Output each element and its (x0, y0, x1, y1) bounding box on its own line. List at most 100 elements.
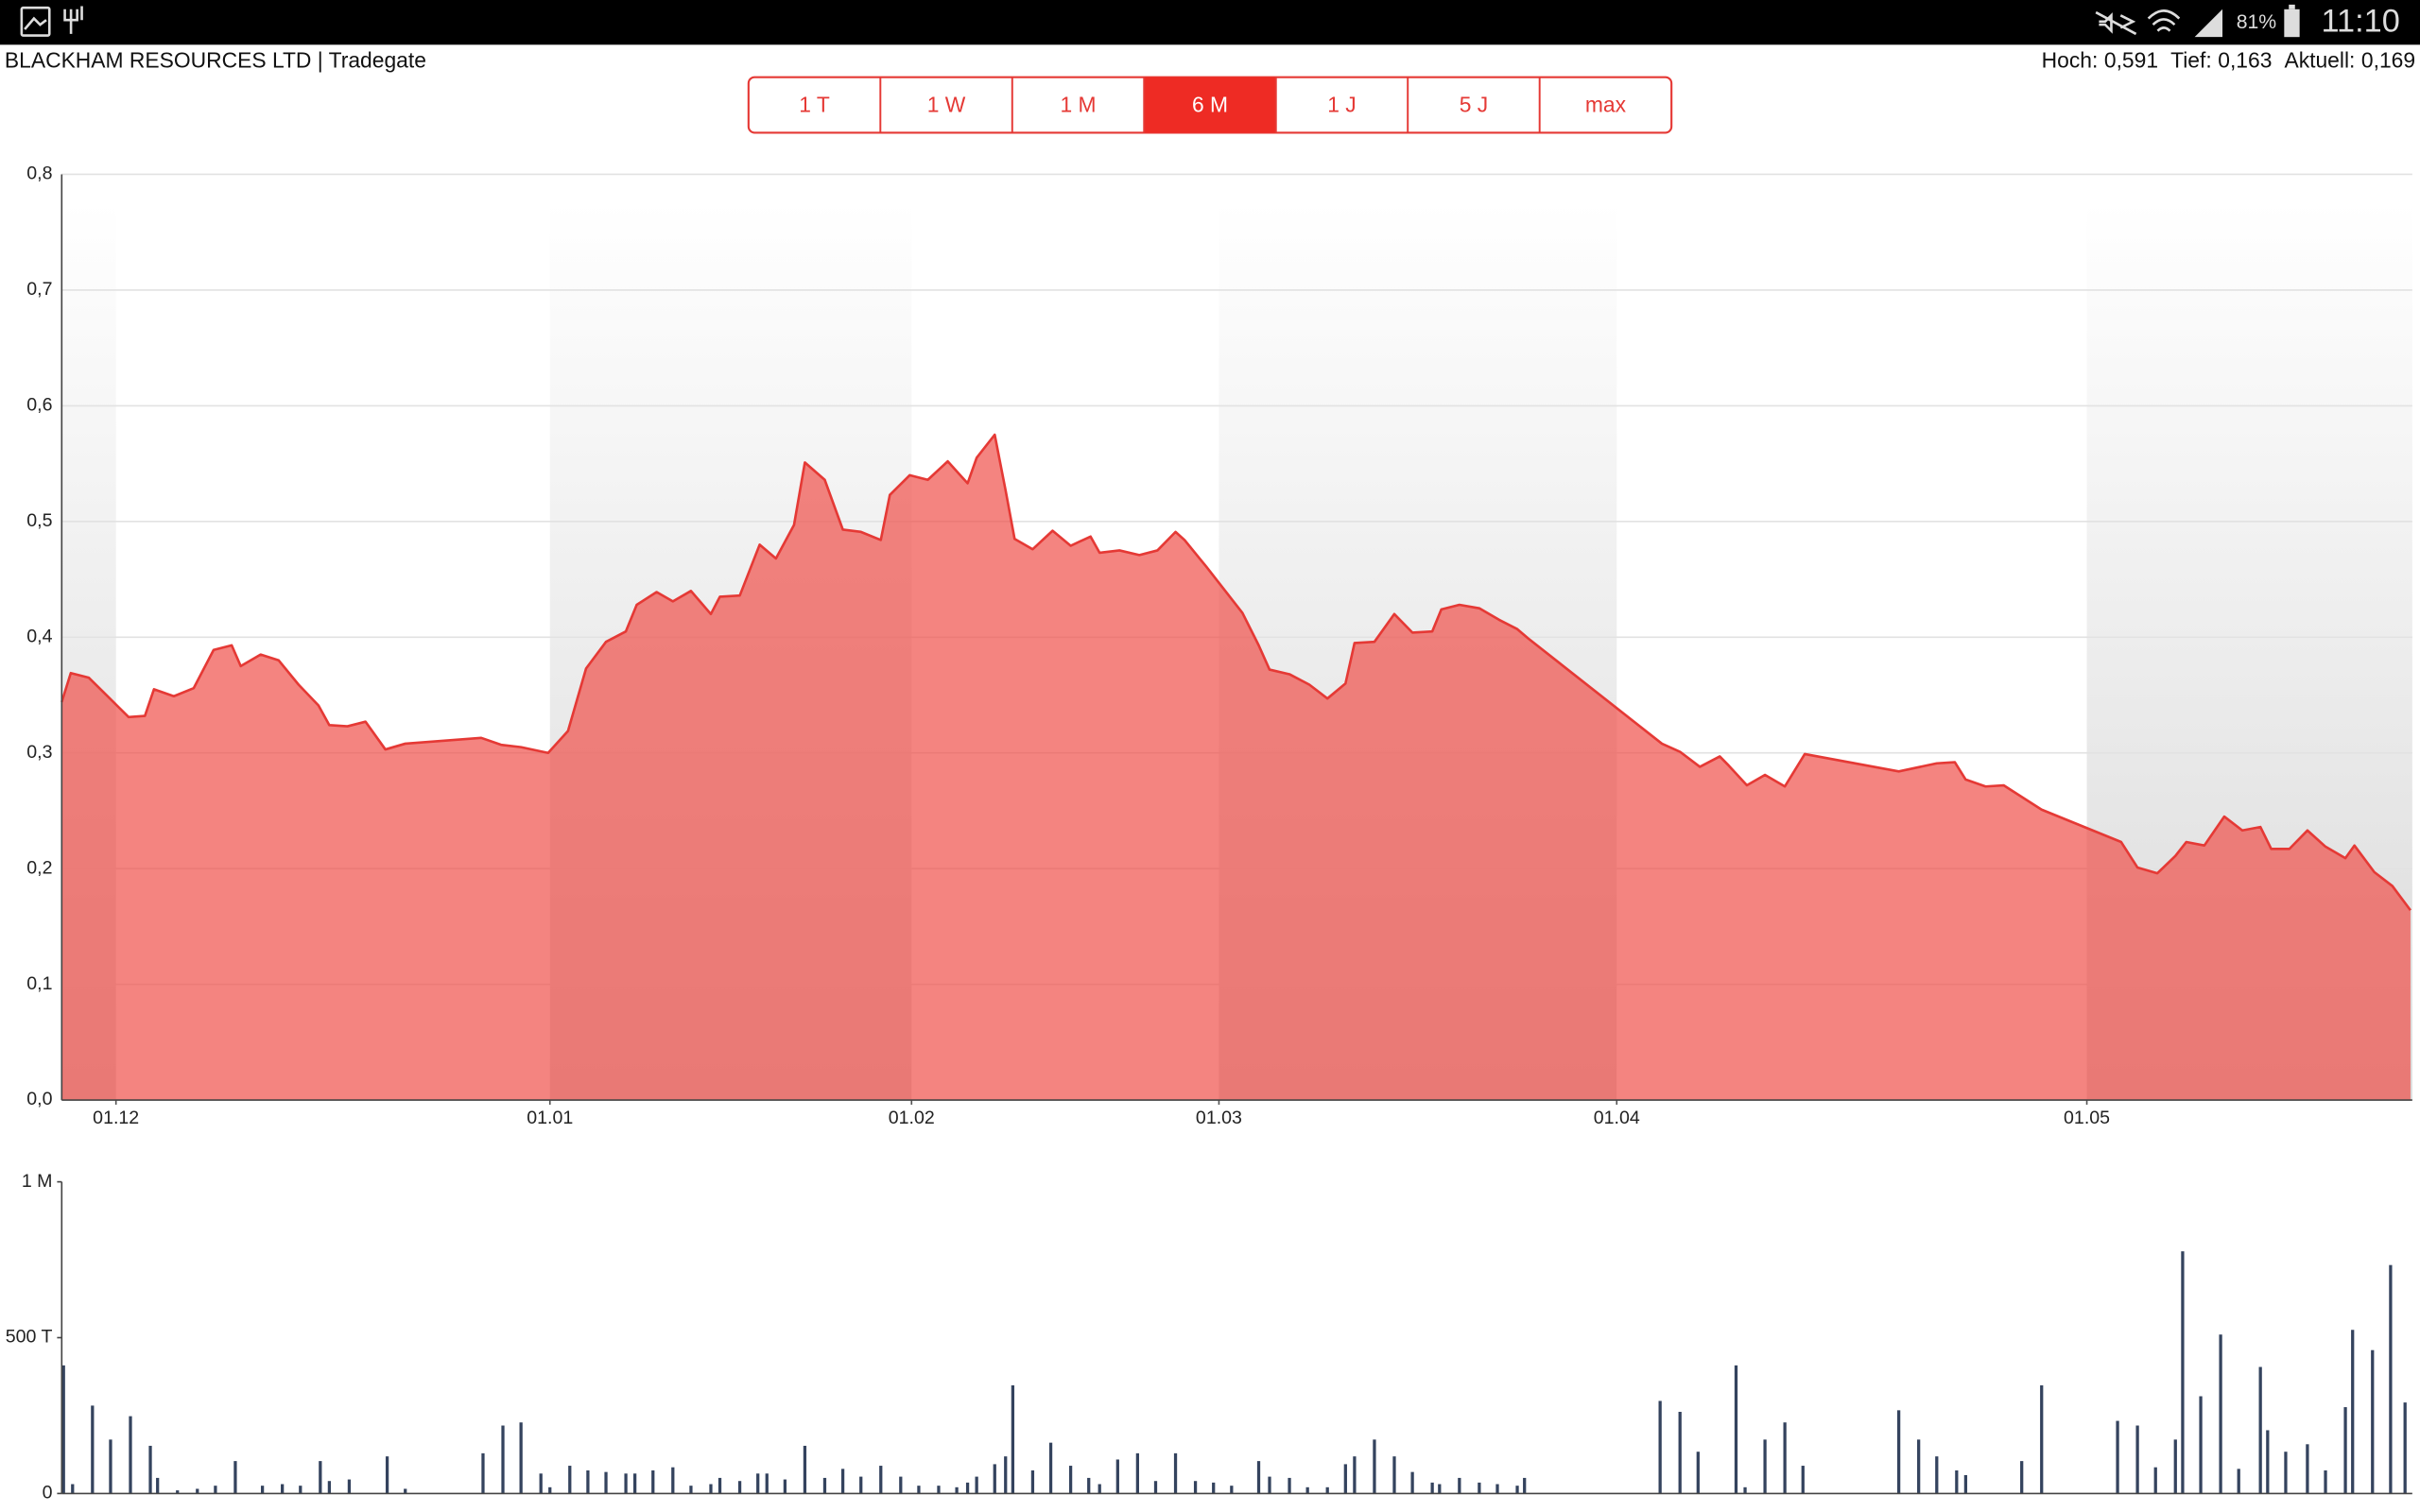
volume-bar (2135, 1425, 2139, 1494)
volume-bar (1343, 1464, 1347, 1494)
volume-bar (1305, 1486, 1309, 1494)
volume-bar (2306, 1444, 2309, 1494)
volume-bar (1955, 1470, 1959, 1494)
volume-bar (756, 1473, 760, 1494)
volume-bar (1173, 1452, 1178, 1494)
volume-bar (1917, 1439, 1921, 1494)
volume-bar (233, 1461, 237, 1494)
volume-bar (859, 1476, 863, 1494)
tab[interactable]: 1 T (799, 93, 830, 117)
volume-bar (1658, 1400, 1662, 1494)
volume-bar (1523, 1477, 1527, 1494)
stat-value: 0,591 (2104, 47, 2158, 72)
volume-bar (1325, 1486, 1329, 1494)
volume-bar (651, 1470, 655, 1494)
volume-bar (1495, 1484, 1499, 1494)
volume-bar (1230, 1486, 1234, 1494)
volume-bar (1963, 1474, 1968, 1494)
price-stats: Hoch: 0,591 Tief: 0,163 Aktuell: 0,169 (2042, 47, 2415, 72)
volume-bar (689, 1486, 693, 1494)
x-tick-label: 01.02 (889, 1108, 935, 1128)
volume-bar (955, 1486, 959, 1494)
volume-bar (299, 1486, 302, 1494)
volume-bar (196, 1488, 199, 1494)
volume-bar (2173, 1439, 2177, 1494)
volume-bar (2181, 1251, 2185, 1494)
volume-bar (281, 1484, 285, 1494)
volume-bar (1373, 1439, 1376, 1494)
volume-bar (327, 1481, 332, 1494)
volume-bar (765, 1473, 769, 1494)
volume-bar (1734, 1365, 1738, 1494)
tab[interactable]: 5 J (1460, 93, 1488, 117)
volume-bar (1193, 1481, 1198, 1494)
y-tick-label: 0,8 (26, 163, 52, 184)
volume-bar (347, 1479, 352, 1494)
y-tick-label: 0,5 (26, 510, 52, 531)
volume-bar (1430, 1482, 1434, 1494)
volume-bar (1048, 1442, 1053, 1494)
volume-bar (481, 1452, 485, 1494)
volume-bar (2343, 1407, 2347, 1494)
volume-bar (2116, 1420, 2119, 1494)
volume-bar (2371, 1349, 2375, 1494)
volume-bar (937, 1486, 941, 1494)
x-tick-label: 01.05 (2064, 1108, 2110, 1128)
volume-bar (2199, 1396, 2203, 1494)
volume-bar (2219, 1334, 2222, 1494)
volume-bar (1030, 1470, 1035, 1494)
stat-value: 0,163 (2218, 47, 2272, 72)
volume-bar (1353, 1456, 1357, 1494)
stat-label: Hoch: (2042, 47, 2099, 72)
volume-bar (1478, 1482, 1481, 1494)
x-tick-label: 01.12 (93, 1108, 139, 1128)
volume-bar (709, 1484, 713, 1494)
charts: 0,0 0,1 0,2 0,3 0,4 0,5 0,6 0,7 0,8 01.12 01.01 01.… (6, 163, 2412, 1503)
tab[interactable]: max (1585, 93, 1627, 117)
volume-bar (2258, 1366, 2262, 1494)
tab[interactable]: 6 M (1192, 93, 1228, 117)
volume-bar (586, 1470, 590, 1494)
volume-bar (548, 1486, 552, 1494)
volume-bar (879, 1466, 883, 1494)
volume-bar (2020, 1461, 2024, 1494)
volume-bar (385, 1456, 389, 1494)
volume-bar (260, 1486, 265, 1494)
volume-bar (1011, 1384, 1015, 1494)
battery-tip (2289, 4, 2295, 9)
tab[interactable]: 1 W (927, 93, 966, 117)
volume-bar (899, 1476, 903, 1494)
volume-bar (1743, 1486, 1747, 1494)
volume-bar (1004, 1456, 1008, 1494)
volume-bar (156, 1477, 160, 1494)
price-line (60, 433, 2411, 912)
tab[interactable]: 1 J (1327, 93, 1356, 117)
volume-bar (109, 1439, 112, 1494)
volume-bar (975, 1476, 978, 1494)
volume-bar (568, 1466, 572, 1494)
y-tick-label: 0,1 (26, 973, 52, 994)
volume-bar (1438, 1484, 1442, 1494)
volume-bar (1801, 1466, 1805, 1494)
volume-bar (71, 1484, 75, 1494)
stat-label: Tief: (2170, 47, 2212, 72)
clock: 11:10 (2322, 4, 2400, 40)
volume-bar (2324, 1470, 2327, 1494)
volume-bar (671, 1467, 675, 1494)
volume-bar (2389, 1264, 2393, 1494)
volume-bar (2351, 1330, 2355, 1494)
y-tick-label: 0,3 (26, 742, 52, 763)
tab-active-bg (1144, 77, 1276, 133)
volume-bar (624, 1473, 628, 1494)
volume-bar (822, 1477, 827, 1494)
volume-bar (148, 1445, 152, 1494)
volume-bar (633, 1473, 637, 1494)
volume-bar (2284, 1452, 2288, 1494)
tab[interactable]: 1 M (1060, 93, 1096, 117)
y-tick-label: 0 (43, 1483, 53, 1503)
volume-bar (1678, 1412, 1682, 1494)
stat-label: Aktuell: (2284, 47, 2355, 72)
volume-bar (1392, 1456, 1396, 1494)
y-tick-label: 0,2 (26, 857, 52, 878)
